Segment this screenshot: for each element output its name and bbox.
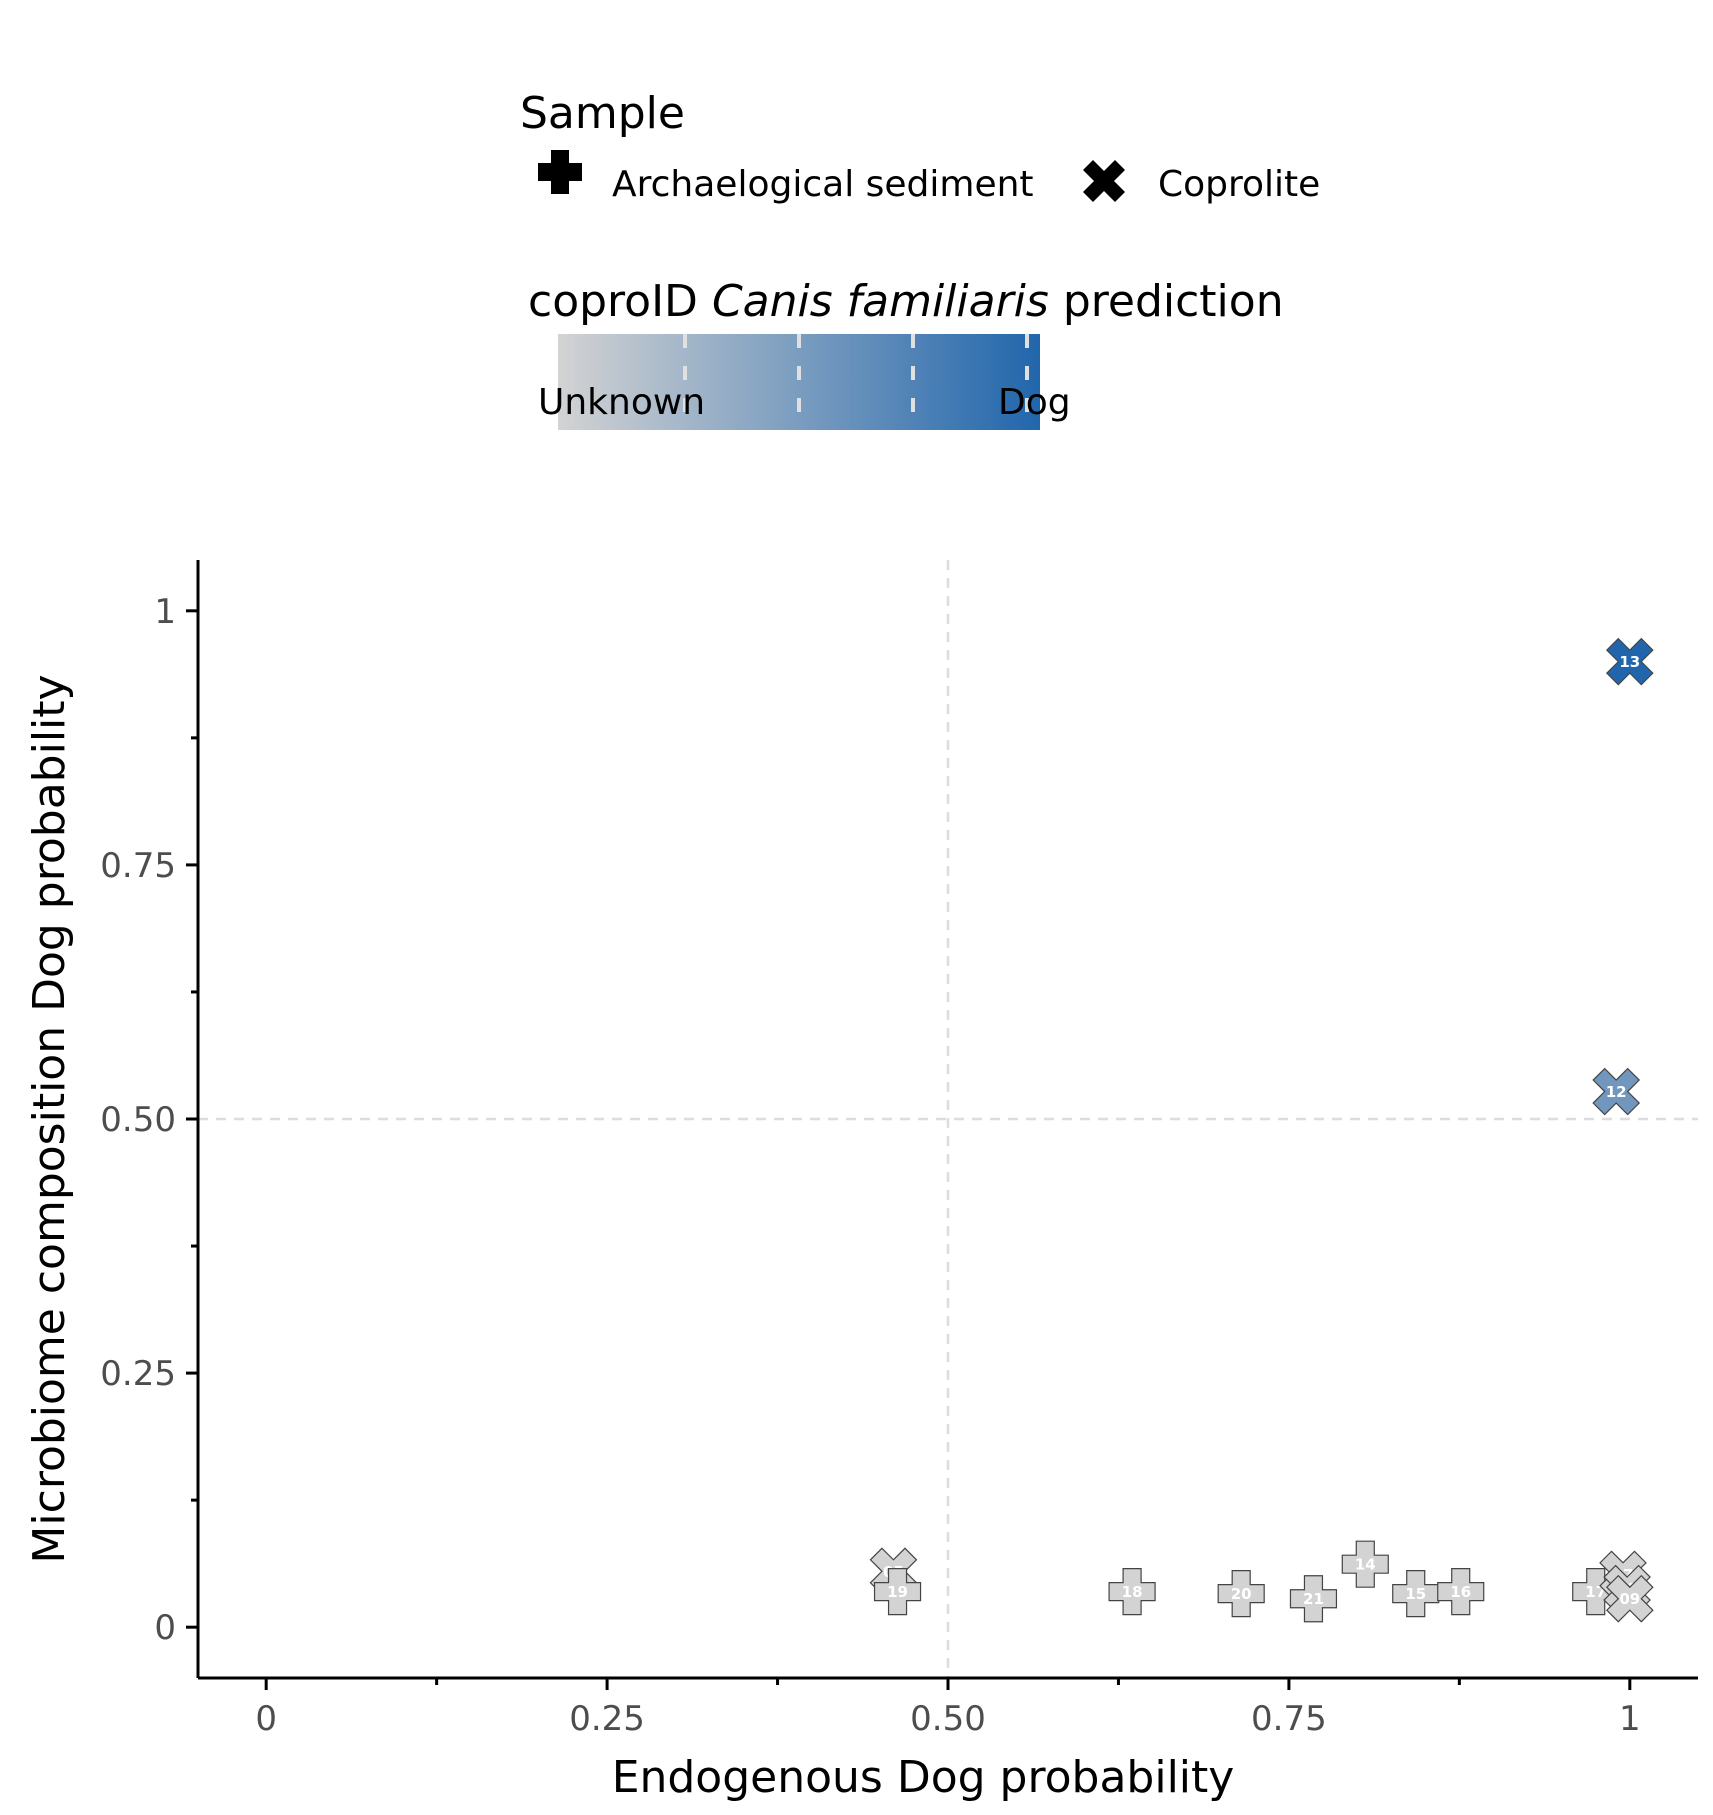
plus-marker-20: [1217, 1570, 1265, 1618]
data-point-12: 12: [1592, 1067, 1641, 1116]
plus-marker-15: [1392, 1570, 1440, 1618]
plus-marker-14: [1341, 1540, 1389, 1588]
y-tick-label: 1: [154, 592, 176, 632]
point-label-21: 21: [1303, 1590, 1324, 1608]
x-ticks: 0 0.25 0.50 0.75 1: [255, 1678, 1641, 1739]
point-label-20: 20: [1231, 1585, 1252, 1603]
legend-label-coprolite: Coprolite: [1158, 164, 1320, 205]
point-label-19: 19: [887, 1583, 908, 1601]
data-point-14: 14: [1341, 1540, 1389, 1588]
plus-marker-18: [1108, 1568, 1156, 1616]
point-label-13: 13: [1619, 653, 1640, 671]
point-label-16: 16: [1450, 1583, 1471, 1601]
color-legend-title-italic: Canis familiaris: [712, 276, 1049, 327]
data-point-15: 15: [1392, 1570, 1440, 1618]
y-tick-label: 0.75: [100, 846, 176, 886]
x-axis-title: Endogenous Dog probability: [612, 1752, 1235, 1803]
point-label-15: 15: [1405, 1585, 1426, 1603]
y-tick-label: 0.25: [100, 1354, 176, 1394]
point-label-12: 12: [1606, 1083, 1627, 1101]
x-tick-label: 0: [255, 1699, 277, 1739]
color-legend-title-suffix: prediction: [1049, 276, 1284, 327]
plus-marker-16: [1437, 1568, 1485, 1616]
colorbar-low-label: Unknown: [538, 382, 705, 423]
y-tick-label: 0.50: [100, 1100, 176, 1140]
data-point-20: 20: [1217, 1570, 1265, 1618]
color-legend-title-prefix: coproID: [528, 276, 712, 327]
data-point-13: 13: [1605, 637, 1654, 686]
legend-cross-icon: [1083, 160, 1125, 202]
y-axis-title: Microbiome composition Dog probability: [24, 674, 75, 1563]
cross-marker-13: [1605, 637, 1654, 686]
data-point-19: 19: [873, 1568, 922, 1616]
cross-marker-12: [1592, 1067, 1641, 1116]
plus-marker-19: [873, 1568, 922, 1616]
x-tick-label: 0.25: [569, 1699, 645, 1739]
x-tick-label: 1: [1619, 1699, 1641, 1739]
plus-marker-21: [1289, 1575, 1338, 1623]
color-legend-title: coproID Canis familiaris prediction: [528, 276, 1284, 327]
colorbar: [558, 334, 1040, 430]
data-point-09: 09: [1605, 1574, 1654, 1623]
point-label-09: 09: [1619, 1590, 1640, 1608]
shape-legend: Sample Archaelogical sediment Coprolite: [520, 88, 1320, 205]
point-label-18: 18: [1122, 1583, 1143, 1601]
x-tick-label: 0.75: [1251, 1699, 1327, 1739]
data-points: 0519182021141516170701091213: [869, 637, 1654, 1623]
data-point-18: 18: [1108, 1568, 1156, 1616]
point-label-14: 14: [1355, 1556, 1376, 1574]
y-tick-label: 0: [154, 1608, 176, 1648]
legend-plus-icon: [538, 150, 582, 194]
data-point-21: 21: [1289, 1575, 1338, 1623]
data-point-16: 16: [1437, 1568, 1485, 1616]
x-tick-label: 0.50: [910, 1699, 986, 1739]
legend-label-sediment: Archaelogical sediment: [612, 164, 1034, 205]
shape-legend-title: Sample: [520, 88, 685, 139]
y-ticks: 0 0.25 0.50 0.75 1: [100, 592, 198, 1648]
colorbar-high-label: Dog: [998, 382, 1071, 423]
color-legend: coproID Canis familiaris prediction Unkn…: [528, 276, 1284, 430]
cross-marker-09: [1605, 1574, 1654, 1623]
reference-lines: [198, 560, 1698, 1678]
